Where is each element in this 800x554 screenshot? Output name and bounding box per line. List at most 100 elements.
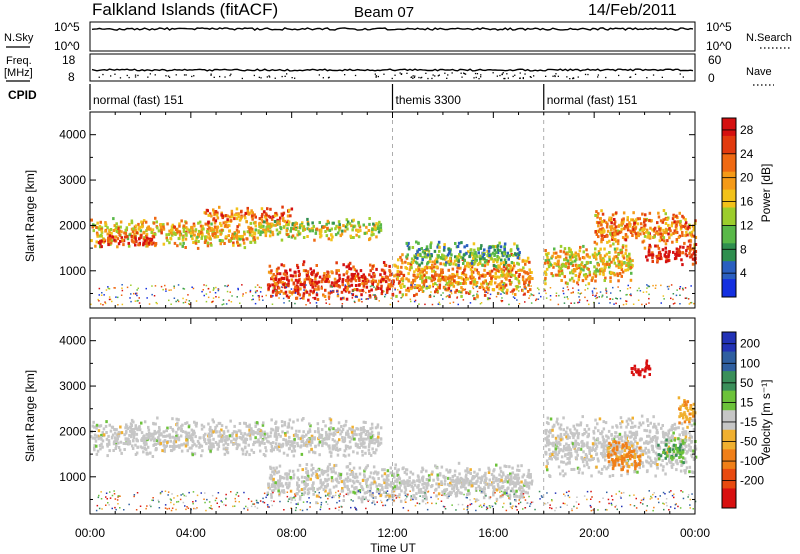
nave-dot (460, 72, 462, 74)
echo-cell (637, 234, 640, 238)
echo-cell (432, 282, 435, 286)
echo-cell (588, 255, 591, 259)
echo-cell (435, 273, 438, 277)
echo-cell (528, 268, 531, 272)
echo-cell (673, 215, 677, 219)
echo-cell (414, 287, 416, 290)
echo-cell (205, 293, 208, 295)
echo-cell (359, 269, 363, 273)
echo-cell (528, 260, 531, 264)
echo-cell (482, 496, 486, 500)
echo-cell (424, 278, 428, 282)
echo-cell (448, 477, 452, 481)
echo-cell (577, 275, 581, 279)
echo-cell (600, 234, 603, 238)
echo-cell (593, 265, 596, 269)
echo-cell (628, 224, 632, 228)
echo-cell (287, 208, 291, 212)
echo-cell (428, 254, 431, 258)
echo-cell (303, 476, 307, 479)
nave-dot (412, 77, 414, 79)
echo-cell (318, 486, 321, 490)
echo-cell (610, 225, 614, 229)
echo-cell (138, 226, 142, 229)
echo-cell (114, 227, 117, 231)
echo-cell (584, 277, 588, 281)
echo-cell (420, 470, 423, 474)
echo-cell (387, 474, 390, 478)
echo-cell (606, 234, 609, 238)
echo-cell (456, 297, 458, 299)
echo-cell (338, 277, 341, 281)
echo-cell (675, 294, 678, 297)
echo-cell (406, 481, 409, 485)
beam-title: Beam 07 (354, 4, 414, 21)
echo-cell (439, 303, 441, 306)
echo-cell (276, 445, 279, 449)
echo-cell (381, 468, 384, 472)
echo-cell (429, 294, 432, 296)
echo-cell (629, 266, 632, 269)
echo-cell (253, 240, 257, 244)
echo-cell (588, 303, 590, 306)
echo-cell (100, 442, 103, 446)
echo-cell (401, 282, 404, 286)
echo-cell (329, 418, 333, 422)
echo-cell (418, 268, 421, 272)
echo-cell (115, 428, 118, 432)
echo-cell (343, 229, 347, 233)
echo-cell (365, 291, 367, 294)
echo-cell (330, 270, 333, 274)
echo-cell (331, 438, 335, 442)
echo-cell (272, 289, 275, 293)
echo-cell (283, 423, 287, 427)
echo-cell (222, 299, 225, 301)
echo-cell (431, 470, 434, 474)
echo-cell (350, 484, 354, 488)
echo-cell (326, 277, 330, 280)
echo-cell (500, 485, 504, 489)
echo-cell (464, 278, 467, 282)
echo-cell (206, 244, 210, 248)
echo-cell (575, 267, 579, 270)
echo-cell (603, 254, 607, 258)
echo-cell (371, 285, 373, 287)
echo-cell (98, 224, 102, 228)
echo-cell (222, 303, 225, 305)
echo-cell (202, 425, 206, 429)
echo-cell (417, 266, 421, 270)
echo-cell (505, 490, 508, 494)
echo-cell (472, 262, 476, 266)
echo-cell (298, 272, 301, 276)
echo-cell (243, 446, 247, 450)
echo-cell (282, 264, 286, 268)
echo-cell (251, 230, 254, 234)
echo-cell (309, 477, 312, 481)
echo-cell (378, 300, 380, 302)
echo-cell (639, 232, 642, 236)
echo-cell (625, 294, 627, 296)
echo-cell (630, 218, 633, 222)
echo-cell (275, 290, 278, 294)
echo-cell (124, 228, 127, 232)
echo-cell (341, 436, 344, 439)
echo-cell (566, 252, 569, 256)
echo-cell (401, 261, 404, 265)
nave-dot (473, 77, 475, 79)
echo-cell (362, 273, 365, 277)
echo-cell (503, 245, 506, 249)
echo-cell (168, 241, 171, 245)
echo-cell (564, 265, 568, 268)
echo-cell (677, 248, 681, 252)
echo-cell (485, 282, 489, 286)
echo-cell (606, 260, 609, 264)
echo-cell (662, 228, 665, 232)
echo-cell (669, 229, 672, 233)
echo-cell (312, 450, 315, 454)
echo-cell (686, 233, 689, 237)
echo-cell (151, 293, 153, 296)
echo-cell (461, 271, 465, 275)
echo-cell (363, 491, 367, 495)
echo-cell (267, 214, 271, 218)
echo-cell (408, 268, 412, 272)
